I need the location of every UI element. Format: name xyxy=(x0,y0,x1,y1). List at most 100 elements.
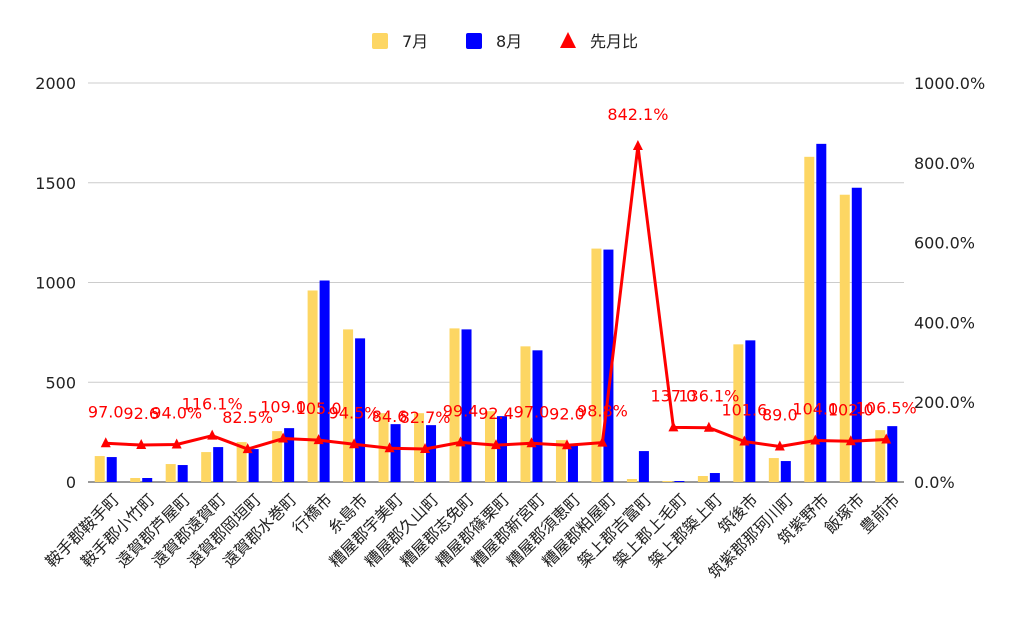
left-tick-label: 1000 xyxy=(35,274,76,293)
ratio-point xyxy=(136,439,147,450)
ratio-data-label: 105.0 xyxy=(296,399,342,418)
ratio-data-label: 116.1% xyxy=(182,395,243,414)
bar-august xyxy=(142,478,153,482)
category-label: 行橋市 xyxy=(289,490,336,537)
bar-july xyxy=(626,479,637,482)
ratio-point xyxy=(739,435,750,446)
bar-august xyxy=(745,340,756,482)
bar-july xyxy=(520,346,531,482)
ratio-data-label: 94.0% xyxy=(151,403,202,422)
left-tick-label: 500 xyxy=(45,373,76,392)
bar-july xyxy=(165,464,176,482)
bar-july xyxy=(555,440,566,482)
bar-august xyxy=(213,447,224,482)
ratio-point xyxy=(207,429,218,440)
bars xyxy=(94,143,898,483)
bar-july xyxy=(201,452,212,482)
ratio-point xyxy=(881,433,892,444)
bar-july xyxy=(272,431,283,482)
bar-july xyxy=(307,290,318,482)
bar-july xyxy=(94,456,105,482)
bar-august xyxy=(319,280,330,482)
bar-august xyxy=(106,457,117,482)
right-tick-label: 600.0% xyxy=(914,234,975,253)
ratio-data-label: 92.6 xyxy=(123,404,159,423)
bar-august xyxy=(497,416,507,482)
ratio-data-label: 84.6 xyxy=(372,407,408,426)
ratio-data-label: 104.0 xyxy=(792,400,838,419)
ratio-point xyxy=(313,434,324,445)
ratio-point xyxy=(668,421,679,432)
bar-july xyxy=(768,458,779,482)
bar-august xyxy=(355,338,366,482)
bar-august xyxy=(603,249,614,482)
bar-august xyxy=(887,426,898,482)
ratio-point xyxy=(774,440,785,451)
ratio-data-label: 89.0 xyxy=(762,405,798,424)
gridlines xyxy=(88,82,904,483)
bar-august xyxy=(390,424,401,482)
bar-august xyxy=(426,425,437,482)
bar-july xyxy=(804,156,815,482)
ratio-data-label: 94.5% xyxy=(329,403,380,422)
ratio-point xyxy=(703,421,714,432)
ratio-data-label: 98.8% xyxy=(577,402,628,421)
ratio-data-label: 136.1% xyxy=(678,387,739,406)
ratio-data-label: 842.1% xyxy=(607,105,668,124)
ratio-point xyxy=(491,439,501,450)
ratio-data-label: 99.4 xyxy=(443,401,479,420)
bar-july xyxy=(449,328,460,482)
right-tick-label: 800.0% xyxy=(914,154,975,173)
ratio-point xyxy=(455,436,466,447)
right-axis-ticks: 0.0% 200.0% 400.0% 600.0% 800.0% 1000.0% xyxy=(914,74,985,492)
bar-july xyxy=(130,478,141,482)
bar-july xyxy=(875,430,886,482)
legend-label: 先月比 xyxy=(590,32,638,51)
bar-august xyxy=(567,444,578,482)
category-label: 飯塚市 xyxy=(821,490,868,537)
bar-july xyxy=(697,476,708,482)
category-labels: 鞍手郡鞍手町鞍手郡小竹町遠賀郡芦屋町遠賀郡遠賀町遠賀郡岡垣町遠賀郡水巻町行橋市糸… xyxy=(42,490,904,583)
bar-july xyxy=(733,344,744,482)
ratio-point xyxy=(349,438,360,449)
bar-august xyxy=(248,449,259,482)
ratio-data-label: 97.0 xyxy=(88,402,124,421)
ratio-data-label: 92.4 xyxy=(478,404,514,423)
ratio-data-label: 137.0 xyxy=(650,386,696,405)
ratio-data-label: 82.5% xyxy=(222,408,273,427)
bar-july xyxy=(839,194,850,482)
category-label: 豊前市 xyxy=(856,490,903,537)
ratio-point xyxy=(384,442,395,453)
bar-august xyxy=(780,461,791,482)
bar-july xyxy=(662,481,673,482)
bar-july xyxy=(236,442,247,482)
ratio-point xyxy=(845,435,856,446)
left-tick-label: 1500 xyxy=(35,174,76,193)
ratio-point xyxy=(171,438,182,449)
bar-july xyxy=(343,329,354,482)
bar-august xyxy=(816,143,827,482)
ratio-point xyxy=(100,437,111,448)
ratio-point xyxy=(810,434,821,445)
bar-august xyxy=(674,481,685,482)
left-axis-ticks: 0 500 1000 1500 2000 xyxy=(35,74,76,492)
legend-label: 8月 xyxy=(496,32,522,51)
ratio-point xyxy=(420,443,431,454)
ratio-point xyxy=(632,140,643,151)
ratio-data-label: 106.5% xyxy=(856,399,917,418)
bar-august xyxy=(461,329,472,482)
chart-legend: 7月 8月 先月比 xyxy=(372,32,638,51)
bar-august xyxy=(638,451,649,482)
ratio-point xyxy=(597,436,608,447)
right-tick-label: 1000.0% xyxy=(914,74,985,93)
ratio-data-label: 102.0 xyxy=(828,400,874,419)
bar-august xyxy=(851,187,862,483)
ratio-data-label: 92.0 xyxy=(549,404,585,423)
ratio-point xyxy=(242,443,253,454)
legend-swatch xyxy=(372,33,388,49)
ratio-data-label: 97.0 xyxy=(514,402,550,421)
right-tick-label: 0.0% xyxy=(914,473,955,492)
bar-august xyxy=(177,465,188,482)
ratio-line-series: 97.0 92.694.0%116.1%82.5%109.0105.094.5%8… xyxy=(88,105,917,454)
